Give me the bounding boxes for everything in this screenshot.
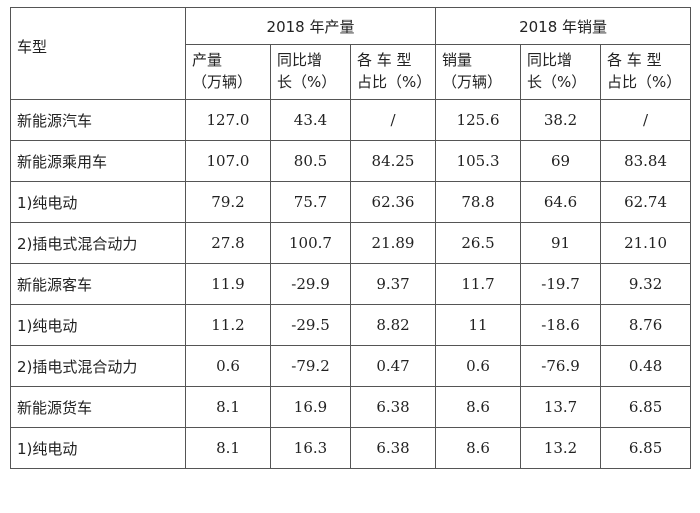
value-cell: 125.6 bbox=[435, 99, 522, 141]
value-cell: 9.32 bbox=[600, 263, 692, 305]
value-cell: 16.3 bbox=[270, 427, 351, 469]
value-cell: 91 bbox=[520, 222, 602, 264]
value-cell: 107.0 bbox=[185, 140, 271, 182]
value-cell: 0.6 bbox=[185, 345, 271, 387]
value-cell: -29.9 bbox=[270, 263, 351, 305]
sales-yoy-header: 同比增 长（%） bbox=[520, 44, 602, 100]
vehicle-type-cell: 新能源货车 bbox=[10, 386, 186, 428]
value-cell: -29.5 bbox=[270, 304, 351, 346]
value-cell: 8.6 bbox=[435, 386, 522, 428]
production-volume-header: 产量 （万辆） bbox=[185, 44, 271, 100]
value-cell: 9.37 bbox=[349, 263, 437, 305]
value-cell: 13.2 bbox=[520, 427, 602, 469]
production-yoy-header: 同比增 长（%） bbox=[270, 44, 351, 100]
value-cell: 21.89 bbox=[349, 222, 437, 264]
production-share-header: 各 车 型 占比（%） bbox=[349, 44, 437, 100]
table-row: 2)插电式混合动力 27.8 100.7 21.89 26.5 91 21.10 bbox=[10, 222, 692, 264]
value-cell: 0.6 bbox=[435, 345, 522, 387]
vehicle-type-cell: 1)纯电动 bbox=[10, 304, 186, 346]
value-cell: 8.1 bbox=[185, 386, 271, 428]
sales-group-header: 2018 年销量 bbox=[435, 7, 692, 45]
vehicle-type-cell: 新能源汽车 bbox=[10, 99, 186, 141]
value-cell: 62.74 bbox=[600, 181, 692, 223]
vehicle-type-cell: 2)插电式混合动力 bbox=[10, 222, 186, 264]
value-cell: -76.9 bbox=[520, 345, 602, 387]
value-cell: 27.8 bbox=[185, 222, 271, 264]
table-row: 新能源货车 8.1 16.9 6.38 8.6 13.7 6.85 bbox=[10, 386, 692, 428]
value-cell: 6.85 bbox=[600, 427, 692, 469]
table-row: 2)插电式混合动力 0.6 -79.2 0.47 0.6 -76.9 0.48 bbox=[10, 345, 692, 387]
value-cell: 64.6 bbox=[520, 181, 602, 223]
value-cell: 0.48 bbox=[600, 345, 692, 387]
value-cell: 26.5 bbox=[435, 222, 522, 264]
value-cell: 127.0 bbox=[185, 99, 271, 141]
value-cell: / bbox=[600, 99, 692, 141]
value-cell: 38.2 bbox=[520, 99, 602, 141]
value-cell: 62.36 bbox=[349, 181, 437, 223]
sales-volume-header: 销量 （万辆） bbox=[435, 44, 522, 100]
value-cell: 11.2 bbox=[185, 304, 271, 346]
value-cell: -18.6 bbox=[520, 304, 602, 346]
vehicle-type-cell: 新能源客车 bbox=[10, 263, 186, 305]
value-cell: 21.10 bbox=[600, 222, 692, 264]
value-cell: 80.5 bbox=[270, 140, 351, 182]
value-cell: 13.7 bbox=[520, 386, 602, 428]
value-cell: 6.38 bbox=[349, 427, 437, 469]
vehicle-stats-table: 车型 2018 年产量 2018 年销量 产量 （万辆） 同比增 长（%）各 车 … bbox=[10, 7, 692, 469]
value-cell: 6.85 bbox=[600, 386, 692, 428]
sales-share-header: 各 车 型 占比（%） bbox=[600, 44, 692, 100]
value-cell: 11.7 bbox=[435, 263, 522, 305]
value-cell: -19.7 bbox=[520, 263, 602, 305]
production-group-header: 2018 年产量 bbox=[184, 7, 437, 45]
table-row: 新能源乘用车 107.0 80.5 84.25 105.3 69 83.84 bbox=[10, 140, 692, 182]
value-cell: 8.1 bbox=[185, 427, 271, 469]
value-cell: 6.38 bbox=[349, 386, 437, 428]
vehicle-type-cell: 1)纯电动 bbox=[10, 427, 186, 469]
value-cell: 0.47 bbox=[349, 345, 437, 387]
value-cell: 78.8 bbox=[435, 181, 522, 223]
table-row: 1)纯电动 8.1 16.3 6.38 8.6 13.2 6.85 bbox=[10, 427, 692, 469]
value-cell: 11.9 bbox=[185, 263, 271, 305]
value-cell: 105.3 bbox=[435, 140, 522, 182]
value-cell: 83.84 bbox=[600, 140, 692, 182]
value-cell: 16.9 bbox=[270, 386, 351, 428]
value-cell: 79.2 bbox=[185, 181, 271, 223]
value-cell: 8.6 bbox=[435, 427, 522, 469]
vehicle-type-cell: 新能源乘用车 bbox=[10, 140, 186, 182]
vehicle-type-cell: 1)纯电动 bbox=[10, 181, 186, 223]
vehicle-type-header: 车型 bbox=[10, 7, 186, 100]
value-cell: 8.76 bbox=[600, 304, 692, 346]
table-row: 1)纯电动 79.2 75.7 62.36 78.8 64.6 62.74 bbox=[10, 181, 692, 223]
table-row: 新能源汽车 127.0 43.4/125.6 38.2/ bbox=[10, 99, 692, 141]
value-cell: / bbox=[349, 99, 437, 141]
value-cell: 11 bbox=[435, 304, 522, 346]
value-cell: -79.2 bbox=[270, 345, 351, 387]
value-cell: 69 bbox=[520, 140, 602, 182]
value-cell: 75.7 bbox=[270, 181, 351, 223]
value-cell: 100.7 bbox=[270, 222, 351, 264]
value-cell: 8.82 bbox=[349, 304, 437, 346]
table-row: 新能源客车 11.9 -29.9 9.37 11.7 -19.7 9.32 bbox=[10, 263, 692, 305]
vehicle-type-cell: 2)插电式混合动力 bbox=[10, 345, 186, 387]
value-cell: 43.4 bbox=[270, 99, 351, 141]
value-cell: 84.25 bbox=[349, 140, 437, 182]
table-row: 1)纯电动 11.2 -29.5 8.82 11 -18.6 8.76 bbox=[10, 304, 692, 346]
